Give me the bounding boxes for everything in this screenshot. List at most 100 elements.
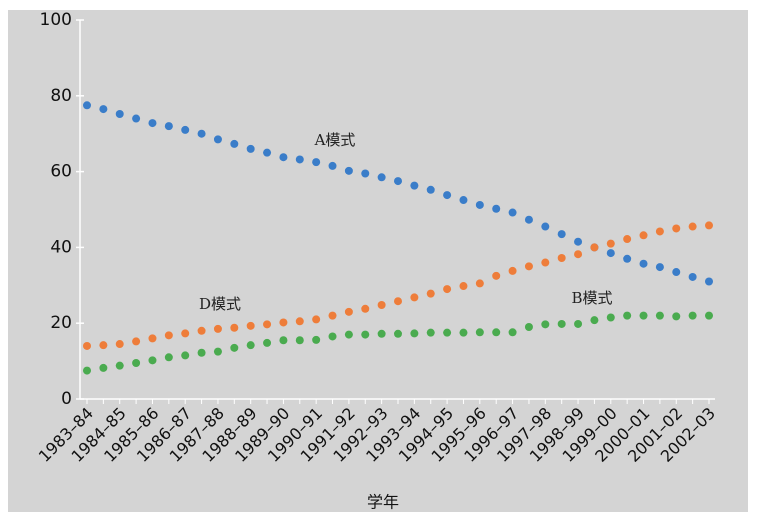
- data-point: [132, 114, 141, 123]
- data-point: [426, 328, 435, 337]
- data-point: [263, 320, 272, 329]
- data-point: [344, 330, 353, 339]
- data-point: [83, 366, 91, 375]
- data-point: [623, 235, 632, 244]
- y-tick-label: 100: [40, 10, 72, 30]
- data-point: [115, 340, 124, 349]
- data-point: [246, 341, 255, 350]
- data-point: [99, 341, 108, 350]
- data-point: [344, 166, 353, 175]
- data-point: [590, 243, 599, 252]
- data-point: [213, 324, 222, 333]
- data-point: [688, 311, 697, 320]
- data-point: [459, 328, 468, 337]
- data-point: [164, 122, 173, 131]
- data-point: [623, 311, 632, 320]
- data-point: [263, 148, 272, 157]
- data-point: [443, 328, 452, 337]
- data-point: [688, 222, 697, 231]
- data-point: [181, 125, 190, 134]
- data-point: [295, 317, 304, 326]
- data-point: [263, 338, 272, 347]
- data-point: [541, 320, 550, 329]
- data-point: [475, 279, 484, 288]
- data-point: [508, 266, 517, 275]
- data-point: [115, 361, 124, 370]
- data-point: [377, 301, 386, 310]
- data-point: [181, 351, 190, 360]
- data-point: [508, 328, 517, 337]
- data-point: [328, 332, 337, 341]
- data-point: [655, 263, 664, 272]
- data-point: [197, 129, 206, 138]
- data-point: [328, 311, 337, 320]
- data-point: [639, 311, 648, 320]
- data-point: [590, 316, 599, 325]
- y-tick-label: 40: [50, 237, 72, 257]
- data-point: [475, 328, 484, 337]
- data-point: [115, 109, 124, 118]
- data-point: [426, 185, 435, 194]
- data-point: [557, 319, 566, 328]
- data-point: [541, 258, 550, 267]
- data-point: [132, 358, 141, 367]
- data-point: [557, 230, 566, 239]
- data-point: [492, 271, 501, 280]
- data-point: [295, 336, 304, 345]
- data-point: [492, 204, 501, 213]
- data-point: [83, 101, 91, 110]
- y-tick-label: 60: [50, 162, 72, 182]
- data-point: [230, 139, 239, 148]
- data-point: [181, 329, 190, 338]
- data-point: [328, 161, 337, 170]
- data-point: [361, 304, 370, 313]
- data-point: [459, 196, 468, 205]
- data-point: [574, 319, 583, 328]
- data-point: [197, 348, 206, 357]
- series-label: B模式: [571, 289, 612, 307]
- data-point: [508, 208, 517, 217]
- data-point: [132, 337, 141, 346]
- data-point: [377, 329, 386, 338]
- data-point: [164, 353, 173, 362]
- data-point: [164, 331, 173, 340]
- data-point: [443, 191, 452, 200]
- data-point: [295, 155, 304, 164]
- y-tick-label: 20: [50, 313, 72, 333]
- data-point: [459, 282, 468, 291]
- data-point: [705, 311, 713, 320]
- data-point: [246, 321, 255, 330]
- y-tick-label: 0: [61, 389, 72, 409]
- data-point: [394, 329, 402, 338]
- data-point: [672, 224, 681, 233]
- data-point: [312, 315, 321, 324]
- data-point: [410, 329, 419, 338]
- data-point: [148, 356, 157, 365]
- data-point: [230, 343, 239, 352]
- data-point: [361, 330, 370, 339]
- data-point: [426, 289, 435, 298]
- data-point: [524, 215, 533, 224]
- data-point: [279, 318, 288, 327]
- data-point: [148, 334, 157, 343]
- data-point: [443, 285, 452, 294]
- data-point: [99, 363, 108, 372]
- data-point: [394, 297, 402, 306]
- data-point: [524, 322, 533, 331]
- data-point: [492, 328, 501, 337]
- data-point: [377, 173, 386, 182]
- data-point: [99, 105, 108, 114]
- data-point: [83, 341, 91, 350]
- data-point: [606, 239, 615, 248]
- data-point: [623, 254, 632, 263]
- data-point: [574, 237, 583, 246]
- series-label: D模式: [199, 295, 241, 313]
- data-point: [148, 119, 157, 128]
- data-point: [361, 169, 370, 178]
- data-point: [344, 307, 353, 316]
- data-point: [394, 177, 402, 186]
- data-point: [279, 153, 288, 162]
- data-point: [410, 293, 419, 302]
